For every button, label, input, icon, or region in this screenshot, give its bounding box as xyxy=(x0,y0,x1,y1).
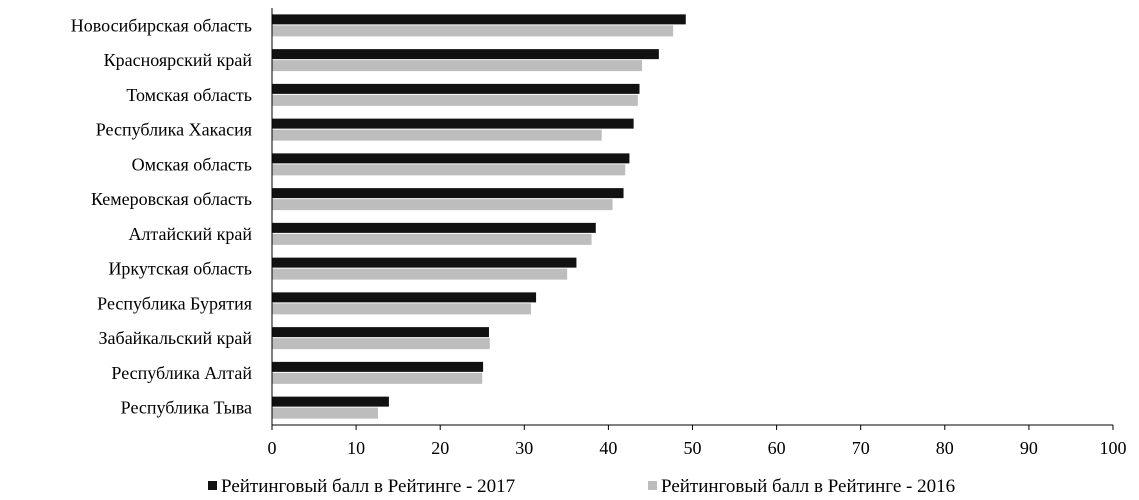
bar-2017-10 xyxy=(272,361,484,372)
category-label: Красноярский край xyxy=(104,50,253,70)
bar-2016-2 xyxy=(272,94,638,106)
bar-2016-4 xyxy=(272,164,626,176)
x-tick-label: 40 xyxy=(599,438,617,458)
category-label: Новосибирская область xyxy=(71,15,252,35)
category-label: Алтайский край xyxy=(128,224,252,244)
bar-2017-5 xyxy=(272,188,624,199)
bar-2016-0 xyxy=(272,25,674,37)
bar-2017-8 xyxy=(272,292,537,303)
bar-2017-4 xyxy=(272,153,630,164)
category-label: Республика Хакасия xyxy=(96,120,252,140)
legend-item-2016: Рейтинговый балл в Рейтинге - 2016 xyxy=(648,476,955,498)
category-labels: Новосибирская область Красноярский край То… xyxy=(71,15,253,417)
bar-2017-3 xyxy=(272,118,634,129)
bar-2017-11 xyxy=(272,396,389,407)
category-label: Томская область xyxy=(126,85,252,105)
bar-2017-2 xyxy=(272,83,640,94)
bar-2016-10 xyxy=(272,372,483,384)
x-tick-label: 20 xyxy=(431,438,449,458)
category-label: Омская область xyxy=(132,154,252,174)
x-tick-label: 60 xyxy=(768,438,786,458)
category-label: Кемеровская область xyxy=(91,189,252,209)
bar-2016-1 xyxy=(272,60,643,72)
bar-2017-1 xyxy=(272,49,659,60)
bar-2016-6 xyxy=(272,233,592,245)
bar-2016-9 xyxy=(272,338,490,350)
category-label: Республика Алтай xyxy=(111,363,252,383)
legend-label-2016: Рейтинговый балл в Рейтинге - 2016 xyxy=(661,476,956,497)
x-tick-label: 90 xyxy=(1020,438,1038,458)
x-tick-label: 50 xyxy=(684,438,702,458)
bar-2017-0 xyxy=(272,14,686,25)
category-label: Республика Тыва xyxy=(121,398,252,418)
legend-item-2017: Рейтинговый балл в Рейтинге - 2017 xyxy=(208,476,515,498)
bar-2017-6 xyxy=(272,222,596,233)
category-label: Иркутская область xyxy=(108,259,252,279)
x-axis: 0 10 20 30 40 50 60 70 80 90 100 xyxy=(268,8,1127,458)
bar-2017-7 xyxy=(272,257,577,268)
category-label: Республика Бурятия xyxy=(97,293,252,313)
category-label: Забайкальский край xyxy=(99,328,253,348)
x-tick-label: 30 xyxy=(515,438,533,458)
bar-2016-3 xyxy=(272,129,602,141)
x-tick-label: 100 xyxy=(1100,438,1127,458)
bar-2017-9 xyxy=(272,327,489,338)
bar-2016-8 xyxy=(272,303,532,315)
x-tick-label: 80 xyxy=(936,438,954,458)
bar-2016-11 xyxy=(272,407,378,419)
x-tick-label: 0 xyxy=(268,438,277,458)
bars-layer xyxy=(272,14,686,419)
x-tick-label: 10 xyxy=(347,438,365,458)
bar-2016-7 xyxy=(272,268,568,280)
legend-swatch-2016 xyxy=(648,481,657,490)
bar-2016-5 xyxy=(272,199,613,211)
legend: Рейтинговый балл в Рейтинге - 2017 Рейти… xyxy=(208,476,1108,500)
legend-label-2017: Рейтинговый балл в Рейтинге - 2017 xyxy=(221,476,516,497)
legend-swatch-2017 xyxy=(208,481,217,490)
x-tick-label: 70 xyxy=(852,438,870,458)
